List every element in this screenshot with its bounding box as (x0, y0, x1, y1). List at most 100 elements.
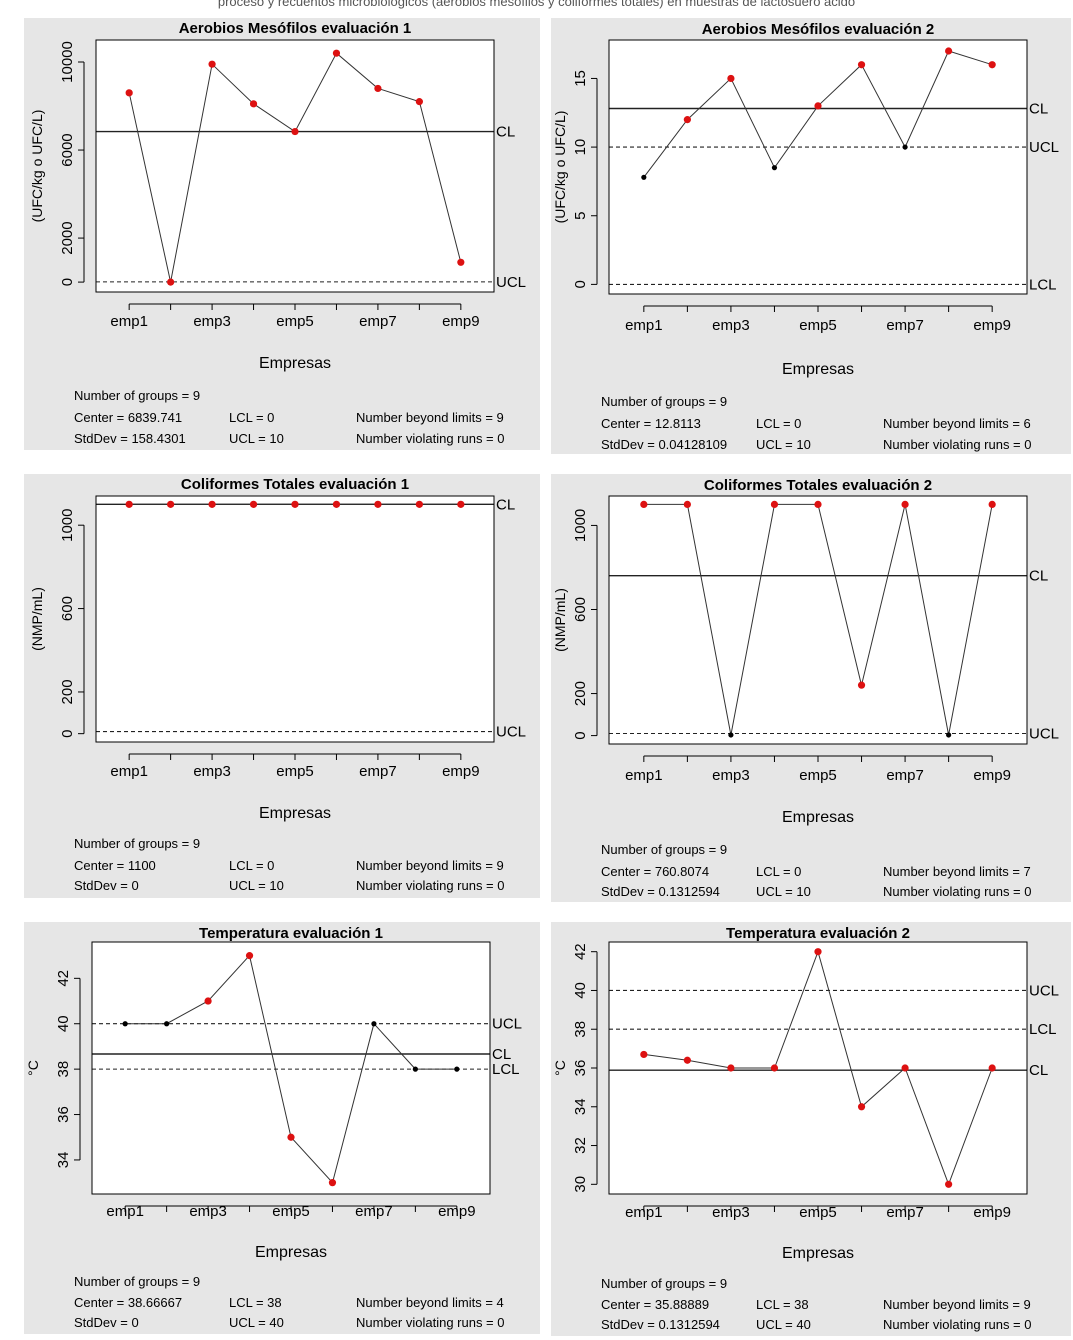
stats-groups: Number of groups = 9 (74, 836, 201, 851)
limit-label-cl: CL (1029, 568, 1048, 585)
data-point-emp8 (945, 47, 953, 55)
chart-panel-temperatura-2: Temperatura evaluación 2 UCL LCL CL 30 32 34 36… (551, 922, 1071, 1336)
stats-beyond: Number beyond limits = 9 (356, 858, 504, 873)
plot-area (609, 496, 1027, 744)
data-point-emp1 (125, 89, 133, 97)
data-point-emp9 (454, 1066, 460, 1072)
control-chart-aerobios-1: Aerobios Mesófilos evaluación 1 CL UCL 0 200… (29, 20, 526, 372)
y-tick-label: 10000 (59, 41, 76, 83)
x-tick-label-emp5: emp5 (276, 763, 314, 780)
data-point-emp8 (945, 1180, 953, 1188)
data-point-emp4 (770, 1064, 779, 1072)
x-axis-label: Empresas (259, 805, 331, 822)
stats-stddev: StdDev = 158.4301 (74, 431, 186, 446)
control-chart-coliformes-2: Coliformes Totales evaluación 2 CL UCL 0 200… (552, 477, 1059, 826)
stats-stddev: StdDev = 0 (74, 1315, 139, 1330)
x-axis-label: Empresas (782, 361, 854, 378)
control-chart-coliformes-1: Coliformes Totales evaluación 1 CL UCL 0 200… (29, 476, 526, 822)
stats-lcl: LCL = 0 (229, 410, 275, 425)
x-tick-label-emp7: emp7 (886, 317, 924, 334)
data-point-emp4 (771, 165, 778, 171)
x-axis-label: Empresas (782, 1245, 854, 1262)
data-point-emp1 (640, 500, 648, 509)
y-tick-label: 0 (59, 729, 76, 737)
stats-center: Center = 38.66667 (74, 1295, 183, 1310)
x-tick-label-emp3: emp3 (193, 763, 231, 780)
limit-label-cl: CL (492, 1046, 511, 1063)
data-point-emp2 (683, 500, 691, 509)
data-point-emp2 (683, 1056, 691, 1064)
data-point-emp6 (857, 1103, 866, 1111)
x-tick-label-emp7: emp7 (355, 1203, 393, 1220)
data-point-emp6 (328, 1179, 337, 1187)
y-tick-label: 38 (55, 1061, 72, 1078)
data-point-emp7 (371, 1021, 377, 1027)
chart-panel-coliformes-2: Coliformes Totales evaluación 2 CL UCL 0 200… (551, 474, 1071, 902)
limit-label-ucl: UCL (496, 274, 526, 291)
data-point-emp3 (728, 732, 734, 738)
y-axis-label: (UFC/kg o UFC/L) (29, 110, 45, 223)
data-point-emp6 (857, 61, 866, 69)
stats-ucl: UCL = 10 (756, 884, 811, 899)
plot-area (92, 942, 490, 1194)
data-point-emp7 (901, 500, 909, 509)
y-tick-label: 0 (572, 731, 589, 739)
y-tick-label: 30 (572, 1176, 589, 1193)
chart-title: Temperatura evaluación 1 (199, 925, 383, 942)
data-point-emp5 (814, 102, 822, 110)
y-tick-label: 36 (572, 1060, 589, 1077)
data-point-emp9 (457, 500, 465, 508)
limit-label-ucl: UCL (1029, 139, 1059, 156)
stats-stddev: StdDev = 0.1312594 (601, 1317, 720, 1332)
x-tick-label-emp9: emp9 (438, 1203, 476, 1220)
y-tick-label: 200 (59, 679, 76, 704)
data-point-emp7 (374, 84, 382, 93)
data-point-emp2 (164, 1021, 170, 1027)
y-axis-label: °C (25, 1060, 41, 1076)
plot-area (96, 496, 494, 742)
limit-label-cl: CL (1029, 100, 1048, 117)
stats-runs: Number violating runs = 0 (356, 431, 505, 446)
y-tick-label: 42 (572, 943, 589, 960)
plot-area (609, 40, 1027, 294)
x-tick-label-emp1: emp1 (625, 767, 663, 784)
y-tick-label: 5 (572, 212, 589, 220)
limit-label-ucl: UCL (1029, 982, 1059, 999)
data-point-emp2 (167, 278, 175, 286)
stats-lcl: LCL = 38 (756, 1297, 809, 1312)
chart-title: Coliformes Totales evaluación 2 (704, 477, 932, 494)
data-point-emp1 (640, 1050, 648, 1059)
limit-label-ucl: UCL (1029, 725, 1059, 742)
y-tick-label: 600 (59, 596, 76, 621)
stats-center: Center = 1100 (74, 858, 156, 873)
plot-frame (608, 495, 1028, 745)
chart-title: Temperatura evaluación 2 (726, 925, 910, 942)
stats-runs: Number violating runs = 0 (883, 437, 1032, 452)
stats-ucl: UCL = 10 (229, 878, 284, 893)
y-tick-label: 2000 (59, 221, 76, 254)
x-tick-label-emp1: emp1 (625, 317, 663, 334)
y-tick-label: 38 (572, 1021, 589, 1038)
data-point-emp9 (988, 61, 996, 69)
chart-panel-aerobios-2: Aerobios Mesófilos evaluación 2 CL UCL LCL 0… (551, 18, 1071, 454)
stats-runs: Number violating runs = 0 (883, 884, 1032, 899)
data-point-emp6 (332, 49, 341, 57)
limit-label-ucl: UCL (492, 1016, 522, 1033)
x-tick-label-emp7: emp7 (359, 763, 397, 780)
x-tick-label-emp3: emp3 (712, 1204, 750, 1221)
data-point-emp1 (122, 1021, 128, 1027)
data-point-emp5 (291, 127, 299, 136)
stats-center: Center = 760.8074 (601, 864, 710, 879)
stats-center: Center = 6839.741 (74, 410, 183, 425)
data-point-emp9 (988, 1064, 996, 1072)
plot-frame (608, 39, 1028, 295)
x-tick-label-emp3: emp3 (189, 1203, 227, 1220)
data-point-emp9 (988, 500, 996, 509)
data-point-emp4 (245, 952, 254, 960)
data-point-emp8 (415, 500, 423, 508)
limit-label-cl: CL (1029, 1062, 1048, 1079)
control-chart-temperatura-2: Temperatura evaluación 2 UCL LCL CL 30 32 34 36… (552, 925, 1059, 1262)
data-point-emp4 (770, 500, 779, 509)
plot-frame (95, 495, 495, 743)
limit-label-cl: CL (496, 496, 515, 513)
